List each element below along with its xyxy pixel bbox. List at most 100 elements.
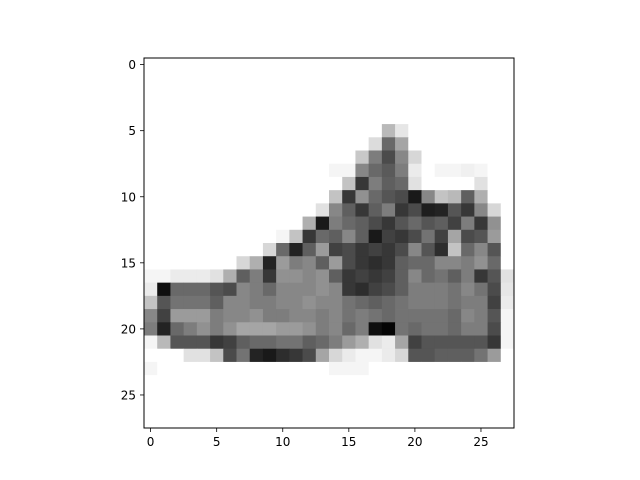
heatmap-cell-r16-c15 (342, 269, 356, 284)
heatmap-cell-r18-c18 (381, 295, 396, 310)
heatmap-cell-r17-c22 (434, 282, 449, 297)
heatmap-cell-r0-c26 (487, 58, 502, 72)
heatmap-cell-r20-c23 (447, 322, 462, 336)
heatmap-cell-r18-c24 (461, 295, 475, 310)
heatmap-cell-r19-c23 (447, 309, 462, 323)
heatmap-cell-r0-c15 (342, 58, 356, 72)
heatmap-cell-r10-c22 (434, 190, 449, 204)
heatmap-cell-r2-c21 (421, 84, 436, 99)
heatmap-cell-r16-c20 (408, 269, 422, 284)
heatmap-cell-r6-c25 (474, 137, 488, 151)
heatmap-cell-r12-c26 (487, 216, 502, 231)
heatmap-cell-r15-c3 (183, 256, 198, 270)
heatmap-cell-r15-c10 (276, 256, 290, 270)
heatmap-cell-r24-c10 (276, 375, 290, 389)
heatmap-cell-r12-c8 (249, 216, 264, 231)
heatmap-cell-r8-c14 (329, 163, 343, 178)
heatmap-cell-r26-c9 (262, 401, 277, 416)
heatmap-cell-r3-c23 (447, 97, 462, 112)
heatmap-cell-r13-c20 (408, 229, 422, 244)
heatmap-cell-r21-c5 (210, 335, 224, 350)
heatmap-cell-r13-c11 (289, 229, 303, 244)
heatmap-cell-r2-c1 (157, 84, 171, 99)
heatmap-cell-r15-c26 (487, 256, 502, 270)
heatmap-cell-r13-c10 (276, 229, 290, 244)
heatmap-cell-r22-c3 (183, 348, 198, 363)
heatmap-cell-r25-c27 (500, 388, 515, 402)
heatmap-cell-r9-c7 (236, 176, 251, 191)
heatmap-cell-r24-c9 (262, 375, 277, 389)
heatmap-cell-r25-c21 (421, 388, 436, 402)
heatmap-cell-r6-c20 (408, 137, 422, 151)
heatmap-cell-r0-c22 (434, 58, 449, 72)
heatmap-cell-r13-c2 (170, 229, 185, 244)
heatmap-cell-r17-c13 (315, 282, 330, 297)
heatmap-cell-r18-c0 (144, 295, 158, 310)
heatmap-cell-r13-c15 (342, 229, 356, 244)
heatmap-cell-r20-c25 (474, 322, 488, 336)
heatmap-cell-r5-c1 (157, 124, 171, 138)
heatmap-cell-r26-c19 (395, 401, 409, 416)
heatmap-cell-r21-c14 (329, 335, 343, 350)
heatmap-cell-r16-c7 (236, 269, 251, 284)
heatmap-cell-r14-c21 (421, 243, 436, 257)
heatmap-cell-r22-c15 (342, 348, 356, 363)
heatmap-cell-r4-c23 (447, 110, 462, 125)
heatmap-cell-r21-c16 (355, 335, 370, 350)
heatmap-cell-r23-c11 (289, 361, 303, 376)
heatmap-cell-r11-c12 (302, 203, 317, 217)
heatmap-cell-r17-c14 (329, 282, 343, 297)
heatmap-cell-r11-c24 (461, 203, 475, 217)
heatmap-cell-r27-c3 (183, 414, 198, 429)
heatmap-cell-r0-c18 (381, 58, 396, 72)
heatmap-cell-r14-c18 (381, 243, 396, 257)
heatmap-cell-r4-c6 (223, 110, 237, 125)
heatmap-cell-r0-c25 (474, 58, 488, 72)
heatmap-cell-r1-c6 (223, 71, 237, 85)
heatmap-cell-r7-c7 (236, 150, 251, 165)
heatmap-cell-r18-c21 (421, 295, 436, 310)
heatmap-cell-r16-c16 (355, 269, 370, 284)
heatmap-cell-r20-c24 (461, 322, 475, 336)
heatmap-cell-r17-c10 (276, 282, 290, 297)
heatmap-cell-r21-c26 (487, 335, 502, 350)
heatmap-cell-r17-c16 (355, 282, 370, 297)
heatmap-cell-r26-c5 (210, 401, 224, 416)
heatmap-cell-r22-c12 (302, 348, 317, 363)
heatmap-cell-r22-c2 (170, 348, 185, 363)
heatmap-cell-r16-c6 (223, 269, 237, 284)
heatmap-cell-r2-c2 (170, 84, 185, 99)
heatmap-cell-r16-c21 (421, 269, 436, 284)
heatmap-cell-r24-c22 (434, 375, 449, 389)
heatmap-cell-r21-c15 (342, 335, 356, 350)
heatmap-cell-r0-c5 (210, 58, 224, 72)
heatmap-cell-r15-c20 (408, 256, 422, 270)
heatmap-cell-r6-c27 (500, 137, 515, 151)
heatmap-cell-r23-c18 (381, 361, 396, 376)
heatmap-cell-r19-c12 (302, 309, 317, 323)
heatmap-cell-r4-c27 (500, 110, 515, 125)
heatmap-cell-r8-c18 (381, 163, 396, 178)
heatmap-cell-r12-c7 (236, 216, 251, 231)
heatmap-cell-r11-c13 (315, 203, 330, 217)
heatmap-cell-r12-c17 (368, 216, 383, 231)
heatmap-cell-r8-c1 (157, 163, 171, 178)
heatmap-cell-r4-c10 (276, 110, 290, 125)
heatmap-cell-r15-c16 (355, 256, 370, 270)
heatmap-cell-r26-c15 (342, 401, 356, 416)
heatmap-cell-r4-c18 (381, 110, 396, 125)
x-tick-label: 10 (275, 435, 290, 449)
heatmap-cell-r2-c10 (276, 84, 290, 99)
heatmap-cell-r18-c9 (262, 295, 277, 310)
heatmap-cell-r23-c1 (157, 361, 171, 376)
heatmap-cell-r22-c11 (289, 348, 303, 363)
heatmap-cell-r27-c4 (196, 414, 211, 429)
y-tick-label: 5 (128, 124, 136, 138)
heatmap-cell-r11-c17 (368, 203, 383, 217)
heatmap-cell-r27-c21 (421, 414, 436, 429)
heatmap-cell-r7-c23 (447, 150, 462, 165)
heatmap-cell-r16-c12 (302, 269, 317, 284)
heatmap-cell-r25-c19 (395, 388, 409, 402)
heatmap-cell-r27-c17 (368, 414, 383, 429)
heatmap-cell-r10-c25 (474, 190, 488, 204)
